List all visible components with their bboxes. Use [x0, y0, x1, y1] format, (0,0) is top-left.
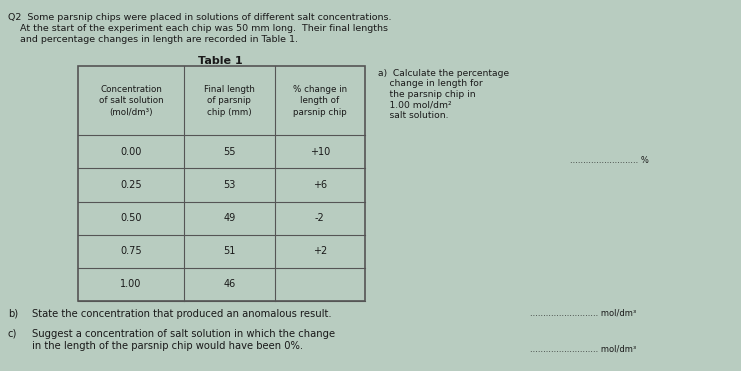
Text: 1.00 mol/dm²: 1.00 mol/dm²	[378, 101, 451, 109]
Text: c): c)	[8, 329, 17, 339]
Text: 1.00: 1.00	[120, 279, 142, 289]
Text: 51: 51	[223, 246, 236, 256]
Text: and percentage changes in length are recorded in Table 1.: and percentage changes in length are rec…	[8, 35, 298, 44]
Text: 46: 46	[223, 279, 236, 289]
Text: -2: -2	[315, 213, 325, 223]
Text: +6: +6	[313, 180, 327, 190]
Text: 0.75: 0.75	[120, 246, 142, 256]
Text: Final length
of parsnip
chip (mm): Final length of parsnip chip (mm)	[204, 85, 255, 116]
Text: 55: 55	[223, 147, 236, 157]
Text: .......................... mol/dm³: .......................... mol/dm³	[530, 345, 637, 354]
Text: State the concentration that produced an anomalous result.: State the concentration that produced an…	[32, 309, 332, 319]
Text: % change in
length of
parsnip chip: % change in length of parsnip chip	[293, 85, 347, 116]
Text: .......................... %: .......................... %	[570, 156, 649, 165]
Text: .......................... mol/dm³: .......................... mol/dm³	[530, 309, 637, 318]
Text: change in length for: change in length for	[378, 79, 482, 89]
Text: the parsnip chip in: the parsnip chip in	[378, 90, 476, 99]
Text: 0.50: 0.50	[120, 213, 142, 223]
Text: Concentration
of salt solution
(mol/dm³): Concentration of salt solution (mol/dm³)	[99, 85, 164, 116]
Text: b): b)	[8, 309, 18, 319]
Text: a)  Calculate the percentage: a) Calculate the percentage	[378, 69, 509, 78]
Text: 53: 53	[223, 180, 236, 190]
Text: Suggest a concentration of salt solution in which the change: Suggest a concentration of salt solution…	[32, 329, 335, 339]
Text: in the length of the parsnip chip would have been 0%.: in the length of the parsnip chip would …	[32, 341, 303, 351]
Bar	[78, 66, 365, 301]
Text: Q2  Some parsnip chips were placed in solutions of different salt concentrations: Q2 Some parsnip chips were placed in sol…	[8, 13, 391, 22]
Text: Table 1: Table 1	[198, 56, 242, 66]
Text: 49: 49	[223, 213, 236, 223]
Text: +10: +10	[310, 147, 330, 157]
Text: salt solution.: salt solution.	[378, 111, 448, 120]
Text: 0.25: 0.25	[120, 180, 142, 190]
Text: +2: +2	[313, 246, 327, 256]
Text: At the start of the experiment each chip was 50 mm long.  Their final lengths: At the start of the experiment each chip…	[8, 24, 388, 33]
Text: 0.00: 0.00	[120, 147, 142, 157]
